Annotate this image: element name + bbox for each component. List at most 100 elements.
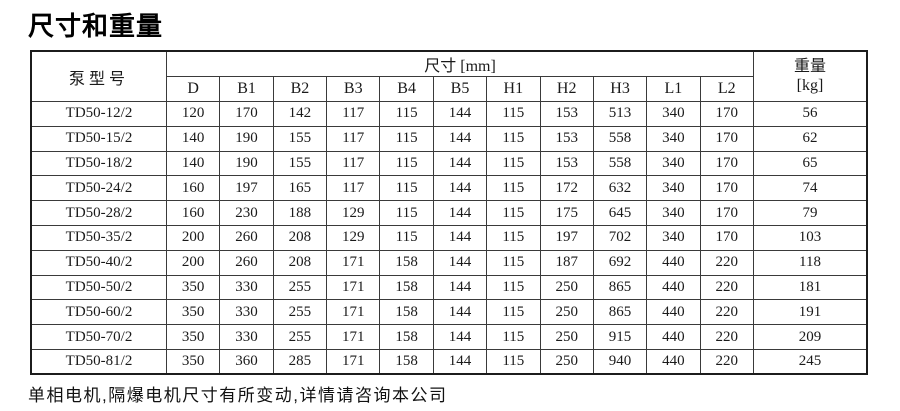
- dimensions-unit: [mm]: [460, 58, 496, 75]
- dim-cell-B3: 117: [326, 101, 381, 127]
- dimensions-weight-table: 泵型号 尺寸 [mm] 重量 [kg] D B1 B2 B3 B4 B5 H1 H2 H3 L1 L2…: [30, 50, 868, 376]
- dim-cell-B5: 144: [432, 299, 488, 326]
- pump-model-cell: TD50-12/2: [30, 101, 167, 127]
- dim-cell-B5: 144: [432, 150, 488, 177]
- dim-cell-B2: 255: [272, 274, 328, 301]
- column-header-L2: L2: [699, 76, 755, 102]
- dim-cell-L1: 340: [646, 150, 701, 177]
- dim-cell-H1: 115: [486, 224, 541, 251]
- column-header-pump-model: 泵型号: [30, 50, 167, 102]
- dim-cell-H2: 153: [539, 150, 594, 177]
- pump-model-cell: TD50-40/2: [30, 249, 167, 276]
- dim-cell-B2: 165: [272, 175, 328, 202]
- dim-cell-L2: 220: [699, 348, 755, 375]
- dim-cell-B2: 255: [272, 299, 328, 326]
- dim-cell-D: 120: [165, 101, 221, 127]
- dim-cell-L1: 340: [646, 175, 701, 202]
- dim-cell-L2: 220: [699, 299, 755, 326]
- dim-cell-H1: 115: [486, 101, 541, 127]
- pump-model-cell: TD50-50/2: [30, 274, 167, 301]
- dim-cell-H3: 940: [592, 348, 648, 375]
- dim-cell-L2: 170: [699, 101, 755, 127]
- dim-cell-B2: 155: [272, 150, 328, 177]
- weight-cell: 209: [753, 324, 868, 350]
- table-row: TD50-12/2 120 170 142 117 115 144 115 153 513 340 1…: [30, 101, 868, 127]
- dim-cell-B1: 360: [219, 348, 274, 375]
- weight-cell: 181: [753, 274, 868, 301]
- dim-cell-B1: 190: [219, 125, 274, 152]
- dim-cell-B1: 170: [219, 101, 274, 127]
- dim-cell-D: 350: [165, 299, 221, 326]
- column-header-H2: H2: [539, 76, 594, 102]
- dim-cell-B1: 230: [219, 200, 274, 226]
- dim-cell-D: 140: [165, 150, 221, 177]
- dim-cell-B2: 208: [272, 224, 328, 251]
- weight-unit: [kg]: [796, 76, 824, 94]
- dim-cell-H2: 153: [539, 125, 594, 152]
- dim-cell-H3: 558: [592, 150, 648, 177]
- dim-cell-D: 350: [165, 324, 221, 350]
- dim-cell-B3: 171: [326, 348, 381, 375]
- dim-cell-H3: 702: [592, 224, 648, 251]
- dim-cell-L1: 340: [646, 200, 701, 226]
- dim-cell-H2: 153: [539, 101, 594, 127]
- dim-cell-B3: 117: [326, 125, 381, 152]
- dim-cell-B1: 260: [219, 249, 274, 276]
- pump-model-cell: TD50-28/2: [30, 200, 167, 226]
- weight-cell: 62: [753, 125, 868, 152]
- dim-cell-L1: 440: [646, 348, 701, 375]
- dim-cell-B4: 158: [379, 299, 434, 326]
- page-title: 尺寸和重量: [28, 11, 164, 41]
- table-row: TD50-35/2 200 260 208 129 115 144 115 197 702 340 1…: [30, 224, 868, 251]
- dim-cell-B1: 190: [219, 150, 274, 177]
- dim-cell-L1: 340: [646, 224, 701, 251]
- column-header-B2: B2: [272, 76, 328, 102]
- column-header-weight: 重量 [kg]: [753, 50, 868, 102]
- dim-cell-D: 350: [165, 274, 221, 301]
- table-header: 泵型号 尺寸 [mm] 重量 [kg] D B1 B2 B3 B4 B5 H1 H2 H3 L1 L2: [30, 50, 868, 102]
- pump-model-cell: TD50-15/2: [30, 125, 167, 152]
- dim-cell-B5: 144: [432, 224, 488, 251]
- column-header-B3: B3: [326, 76, 381, 102]
- dim-cell-B2: 208: [272, 249, 328, 276]
- weight-cell: 191: [753, 299, 868, 326]
- dim-cell-B5: 144: [432, 200, 488, 226]
- header-row-top: 泵型号 尺寸 [mm] 重量 [kg]: [30, 50, 868, 102]
- dim-cell-B1: 330: [219, 299, 274, 326]
- dim-cell-D: 160: [165, 200, 221, 226]
- dim-cell-H3: 865: [592, 299, 648, 326]
- dim-cell-L1: 340: [646, 125, 701, 152]
- dim-cell-D: 200: [165, 249, 221, 276]
- dim-cell-L1: 440: [646, 324, 701, 350]
- dim-cell-H3: 558: [592, 125, 648, 152]
- dim-cell-B4: 115: [379, 150, 434, 177]
- dim-cell-L1: 340: [646, 101, 701, 127]
- dim-cell-L2: 220: [699, 274, 755, 301]
- dim-cell-B2: 255: [272, 324, 328, 350]
- dim-cell-H1: 115: [486, 150, 541, 177]
- dim-cell-L2: 170: [699, 125, 755, 152]
- column-header-D: D: [165, 76, 221, 102]
- dim-cell-H1: 115: [486, 249, 541, 276]
- dim-cell-B4: 158: [379, 274, 434, 301]
- dim-cell-B3: 117: [326, 150, 381, 177]
- dim-cell-D: 350: [165, 348, 221, 375]
- weight-cell: 65: [753, 150, 868, 177]
- dim-cell-H3: 692: [592, 249, 648, 276]
- dim-cell-H3: 513: [592, 101, 648, 127]
- table-row: TD50-60/2 350 330 255 171 158 144 115 250 865 440 2…: [30, 299, 868, 326]
- dim-cell-B5: 144: [432, 249, 488, 276]
- dim-cell-L1: 440: [646, 249, 701, 276]
- dim-cell-B5: 144: [432, 274, 488, 301]
- column-header-H1: H1: [486, 76, 541, 102]
- dim-cell-H2: 175: [539, 200, 594, 226]
- dim-cell-B2: 142: [272, 101, 328, 127]
- table-row: TD50-40/2 200 260 208 171 158 144 115 187 692 440 2…: [30, 249, 868, 276]
- table-row: TD50-15/2 140 190 155 117 115 144 115 153 558 340 1…: [30, 125, 868, 152]
- table-row: TD50-18/2 140 190 155 117 115 144 115 153 558 340 1…: [30, 150, 868, 177]
- dim-cell-B4: 115: [379, 125, 434, 152]
- dim-cell-L2: 170: [699, 175, 755, 202]
- column-header-B1: B1: [219, 76, 274, 102]
- table-row: TD50-50/2 350 330 255 171 158 144 115 250 865 440 2…: [30, 274, 868, 301]
- dim-cell-B5: 144: [432, 125, 488, 152]
